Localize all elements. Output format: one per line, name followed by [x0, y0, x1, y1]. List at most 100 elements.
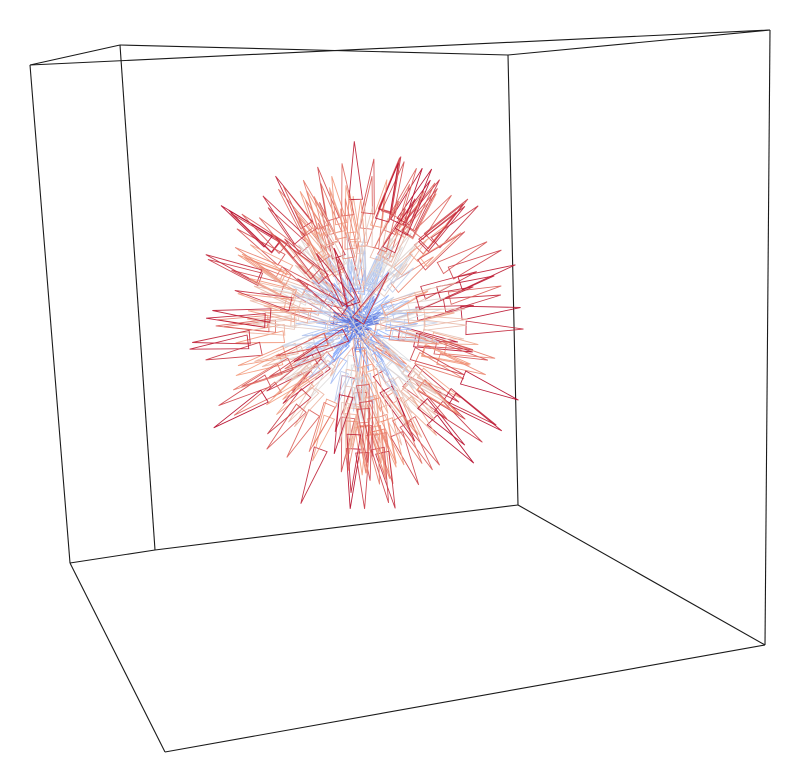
vector-cone — [436, 241, 488, 275]
vector-cone — [409, 346, 465, 376]
vector-cone — [354, 245, 366, 286]
vector-cone — [275, 332, 329, 357]
vector-cone — [220, 205, 274, 248]
vector-cone — [360, 158, 375, 215]
vector-cone — [309, 334, 347, 362]
vector-cone — [384, 377, 413, 414]
vector-cone — [288, 320, 329, 332]
vector-cone — [457, 264, 516, 291]
vector-cone — [417, 397, 466, 446]
vector-cone — [305, 338, 336, 358]
vector-cone — [357, 250, 366, 281]
vector-cone — [382, 227, 410, 268]
vector-cone — [433, 341, 489, 361]
vector-cone — [418, 206, 466, 253]
vector-cone — [241, 253, 288, 283]
vector-cone — [360, 363, 382, 412]
vector-cone — [287, 245, 325, 283]
vector-cone — [286, 409, 321, 458]
vector-cone — [460, 305, 521, 321]
vector-cone — [266, 403, 307, 450]
vector-cone — [282, 362, 324, 400]
vector-cone — [362, 372, 374, 405]
vector-cone — [205, 341, 263, 361]
vector-cone — [234, 246, 283, 278]
vector-cone — [417, 332, 474, 351]
vector-cone — [380, 290, 429, 317]
vector-cone — [366, 251, 385, 286]
vector-cone — [391, 414, 423, 464]
vector-cone — [296, 219, 328, 262]
vector-cone — [317, 166, 340, 222]
vector-cone — [380, 417, 405, 466]
vector-cone — [267, 388, 312, 435]
vector-cone — [385, 232, 412, 269]
vector-cone — [266, 370, 309, 406]
vector-cone — [264, 311, 310, 324]
vector-cone — [248, 277, 298, 302]
vector-cone — [333, 247, 361, 308]
box-edge-back-right — [507, 54, 519, 506]
vector-cone — [359, 347, 370, 371]
vector-cone — [282, 185, 318, 236]
vector-cone — [299, 311, 332, 323]
vector-cone — [289, 352, 327, 382]
vector-cone — [256, 317, 297, 329]
vector-cone — [353, 198, 366, 247]
vector-cone — [306, 190, 332, 237]
vector-cone — [374, 200, 399, 253]
vector-cone — [262, 195, 306, 245]
vector-cone — [346, 289, 363, 325]
vector-cone — [393, 190, 425, 239]
vector-cone — [338, 301, 367, 333]
vector-cone — [261, 345, 306, 368]
vector-cone — [390, 329, 424, 342]
vector-cone — [356, 200, 368, 243]
vector-cone — [361, 206, 374, 248]
vector-cone — [330, 321, 350, 328]
vector-cone — [355, 384, 370, 439]
vector-cone — [280, 349, 320, 375]
vector-cone — [407, 364, 460, 403]
box-front-edges — [29, 29, 771, 753]
vector-cone — [369, 217, 389, 262]
vector-cone — [356, 421, 370, 474]
vector-cone — [334, 370, 350, 402]
vector-cone — [377, 157, 401, 213]
vector-cone — [384, 310, 422, 324]
vector-cone — [356, 283, 378, 317]
vector-cone — [233, 381, 283, 416]
box-edge-top-right — [507, 29, 771, 56]
vector-cone — [249, 244, 294, 276]
vector-cone — [350, 364, 361, 402]
vector-cone — [326, 227, 347, 268]
vector-cone — [343, 385, 356, 427]
vector-cone — [294, 387, 325, 428]
vector-cone — [383, 308, 425, 323]
vector-cone — [206, 313, 266, 328]
vector-cone — [308, 354, 334, 379]
vector-cone — [349, 278, 358, 302]
vector-cone — [401, 380, 437, 416]
box-edge-front-right — [764, 29, 771, 646]
vector-cone — [300, 232, 334, 275]
vector-cone — [363, 329, 399, 356]
vector-cone — [396, 168, 433, 226]
vector-cone — [304, 292, 344, 318]
box-edge-front-left — [29, 64, 71, 564]
vector-cone — [367, 397, 389, 448]
vector-cone — [247, 309, 296, 323]
vector-cone — [312, 414, 336, 462]
vector-cone — [244, 257, 292, 287]
vector-cone — [274, 235, 321, 280]
vector-cone — [269, 344, 322, 378]
vector-cone — [355, 332, 362, 354]
box-edge-back-bottom — [154, 504, 519, 551]
vector-cone — [232, 362, 283, 391]
vector-cone — [420, 344, 470, 366]
vector-cone — [378, 246, 404, 280]
vector-cone — [346, 250, 358, 288]
vector-cone — [418, 203, 464, 250]
vector-cone — [218, 374, 272, 407]
